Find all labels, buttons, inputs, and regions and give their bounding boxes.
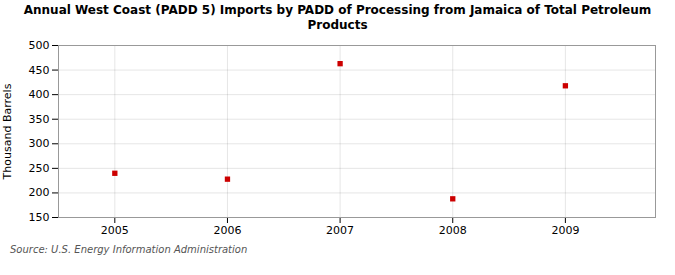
- svg-text:200: 200: [29, 186, 50, 199]
- svg-text:2009: 2009: [551, 224, 579, 237]
- svg-text:2008: 2008: [439, 224, 467, 237]
- html-text:Source: U.S. Energy Informatio: Source: U.S. Energy Information Administ…: [10, 244, 248, 255]
- svg-text:2006: 2006: [213, 224, 241, 237]
- svg-text:400: 400: [29, 88, 50, 101]
- svg-text:2007: 2007: [326, 224, 354, 237]
- svg-text:350: 350: [29, 113, 50, 126]
- svg-text:250: 250: [29, 162, 50, 175]
- svg-text:500: 500: [29, 39, 50, 52]
- svg-text:300: 300: [29, 137, 50, 150]
- svg-text:150: 150: [29, 211, 50, 224]
- svg-text:Thousand Barrels: Thousand Barrels: [1, 83, 14, 180]
- svg-text:2005: 2005: [101, 224, 129, 237]
- svg-text:450: 450: [29, 64, 50, 77]
- html-text:Annual West Coast (PADD 5) Imp: Annual West Coast (PADD 5) Imports by PA…: [23, 3, 652, 32]
